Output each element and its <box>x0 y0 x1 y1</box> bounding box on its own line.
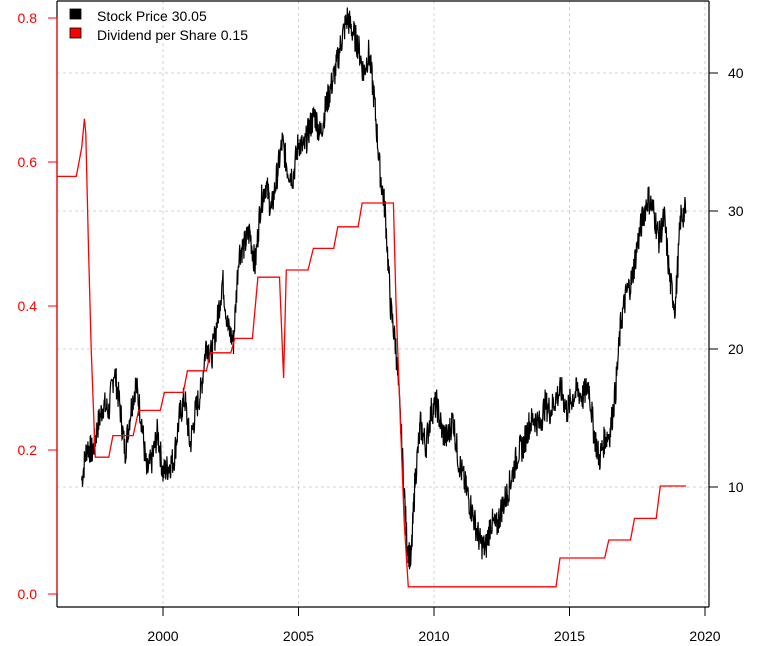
x-tick-label: 2015 <box>554 628 585 644</box>
left-tick-label: 0.6 <box>18 154 38 170</box>
left-axis: 0.0 0.2 0.4 0.6 0.8 <box>18 10 57 602</box>
left-tick-label: 0.8 <box>18 10 38 26</box>
x-tick-label: 2020 <box>689 628 720 644</box>
legend: Stock Price 30.05 Dividend per Share 0.1… <box>69 8 248 43</box>
right-tick-label: 30 <box>728 203 744 219</box>
grid-lines <box>57 1 709 607</box>
right-axis: 10 20 30 40 <box>709 65 744 495</box>
left-tick-label: 0.2 <box>18 442 38 458</box>
legend-swatch-stock-price <box>69 8 82 20</box>
x-tick-label: 2000 <box>147 628 178 644</box>
right-tick-label: 40 <box>728 65 744 81</box>
stock-price-path <box>81 7 687 570</box>
x-tick-label: 2010 <box>418 628 449 644</box>
x-tick-label: 2005 <box>283 628 314 644</box>
legend-swatch-dividend <box>69 27 82 39</box>
dividend-path <box>57 118 686 588</box>
stock-price-line <box>81 7 687 570</box>
legend-label-dividend: Dividend per Share 0.15 <box>97 27 248 43</box>
x-axis: 2000 2005 2010 2015 2020 <box>147 607 721 644</box>
right-tick-label: 10 <box>728 479 744 495</box>
right-tick-label: 20 <box>728 341 744 357</box>
legend-label-stock-price: Stock Price 30.05 <box>97 8 207 24</box>
left-tick-label: 0.0 <box>18 586 38 602</box>
dividend-line <box>57 118 686 588</box>
plot-area <box>57 1 709 607</box>
left-tick-label: 0.4 <box>18 298 38 314</box>
